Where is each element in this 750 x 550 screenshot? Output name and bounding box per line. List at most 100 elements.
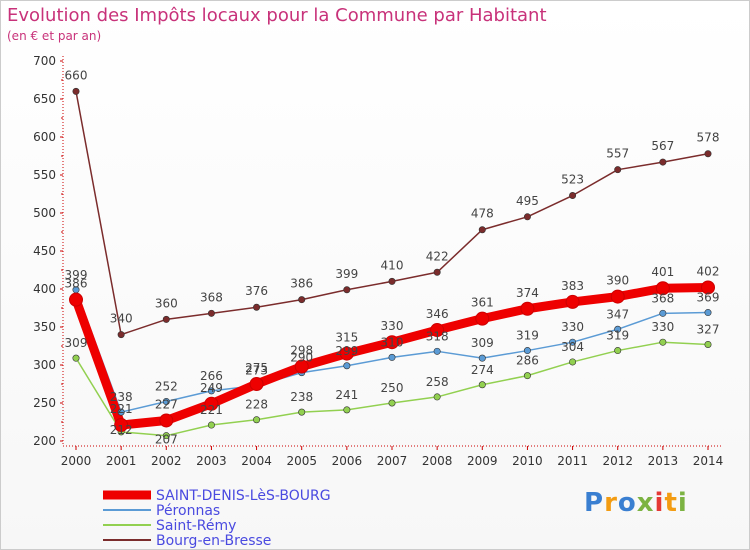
data-label-2: 228 (245, 398, 268, 412)
y-tick-label: 250 (33, 396, 56, 410)
data-label-2: 241 (335, 388, 358, 402)
data-point-3 (704, 150, 712, 158)
data-label-3: 368 (200, 290, 223, 304)
data-point-3 (569, 192, 577, 200)
data-point-0 (339, 346, 354, 361)
data-label-0: 249 (200, 381, 223, 395)
data-point-2 (433, 393, 441, 401)
y-tick-label: 350 (33, 320, 56, 334)
data-label-1: 309 (471, 336, 494, 350)
data-label-0: 383 (561, 279, 584, 293)
y-tick-label: 550 (33, 168, 56, 182)
data-point-2 (569, 358, 577, 366)
data-label-3: 410 (381, 258, 404, 272)
legend-label-3: Bourg-en-Bresse (156, 533, 271, 549)
data-point-0 (114, 418, 129, 433)
x-tick-label: 2009 (467, 454, 498, 468)
data-point-2 (162, 432, 170, 440)
data-label-2: 207 (155, 433, 178, 447)
data-point-2 (72, 354, 80, 362)
data-label-1: 238 (110, 390, 133, 404)
data-point-2 (253, 416, 261, 424)
data-label-0: 390 (606, 274, 629, 288)
data-point-3 (523, 213, 531, 221)
data-label-0: 401 (651, 265, 674, 279)
data-point-1 (704, 309, 712, 317)
data-label-3: 399 (335, 267, 358, 281)
x-tick-label: 2005 (286, 454, 317, 468)
data-point-0 (610, 289, 625, 304)
data-point-1 (388, 353, 396, 361)
logo-letter: P (584, 488, 605, 518)
data-point-2 (523, 372, 531, 380)
data-label-0: 386 (65, 277, 88, 291)
x-tick-label: 2014 (693, 454, 724, 468)
data-label-2: 319 (606, 329, 629, 343)
data-point-2 (478, 381, 486, 389)
data-label-2: 309 (65, 336, 88, 350)
x-tick-label: 2003 (196, 454, 227, 468)
logo-letter: r (604, 488, 618, 518)
data-point-3 (162, 315, 170, 323)
data-label-3: 523 (561, 173, 584, 187)
x-tick-label: 2000 (61, 454, 92, 468)
data-label-3: 360 (155, 296, 178, 310)
data-label-2: 212 (110, 423, 133, 437)
y-tick-label: 700 (33, 54, 56, 68)
data-label-1: 318 (426, 329, 449, 343)
data-label-3: 495 (516, 194, 539, 208)
data-label-3: 422 (426, 249, 449, 263)
data-label-3: 376 (245, 284, 268, 298)
x-tick-label: 2006 (332, 454, 363, 468)
x-tick-label: 2012 (602, 454, 633, 468)
data-label-0: 221 (110, 402, 133, 416)
data-label-3: 567 (651, 139, 674, 153)
data-label-1: 319 (516, 329, 539, 343)
data-point-0 (520, 301, 535, 316)
data-point-3 (207, 309, 215, 317)
data-point-0 (475, 311, 490, 326)
data-point-1 (614, 325, 622, 333)
y-tick-label: 200 (33, 434, 56, 448)
data-label-0: 346 (426, 307, 449, 321)
data-label-2: 238 (290, 390, 313, 404)
legend-label-2: Saint-Rémy (156, 518, 236, 534)
x-tick-label: 2011 (557, 454, 588, 468)
data-point-3 (614, 166, 622, 174)
data-label-3: 478 (471, 207, 494, 221)
proxiti-logo: Proxiti (584, 488, 688, 518)
data-point-0 (655, 281, 670, 296)
chart-title: Evolution des Impôts locaux pour la Comm… (7, 5, 547, 26)
data-point-1 (659, 309, 667, 317)
data-label-1: 299 (335, 344, 358, 358)
data-point-1 (117, 408, 125, 416)
data-label-1: 273 (245, 364, 268, 378)
logo-letter: x (636, 488, 655, 518)
y-tick-label: 300 (33, 358, 56, 372)
data-point-1 (207, 387, 215, 395)
logo-letter: o (617, 488, 637, 518)
data-label-0: 275 (245, 361, 268, 375)
data-point-3 (117, 331, 125, 339)
y-tick-label: 450 (33, 244, 56, 258)
data-point-2 (388, 399, 396, 407)
data-point-0 (565, 294, 580, 309)
data-label-3: 557 (606, 147, 629, 161)
legend-label-1: Péronnas (156, 503, 220, 519)
x-tick-label: 2004 (241, 454, 272, 468)
data-label-1: 252 (155, 379, 178, 393)
data-label-1: 399 (65, 268, 88, 282)
data-point-1 (478, 354, 486, 362)
y-tick-label: 600 (33, 130, 56, 144)
data-label-3: 660 (65, 68, 88, 82)
logo-letter: i (677, 488, 688, 518)
x-tick-label: 2010 (512, 454, 543, 468)
data-point-1 (569, 338, 577, 346)
data-point-2 (343, 406, 351, 414)
data-point-3 (343, 286, 351, 294)
data-label-1: 369 (697, 291, 720, 305)
legend-label-0: SAINT-DENIS-LèS-BOURG (156, 488, 331, 504)
data-point-0 (159, 413, 174, 428)
x-tick-label: 2001 (106, 454, 137, 468)
